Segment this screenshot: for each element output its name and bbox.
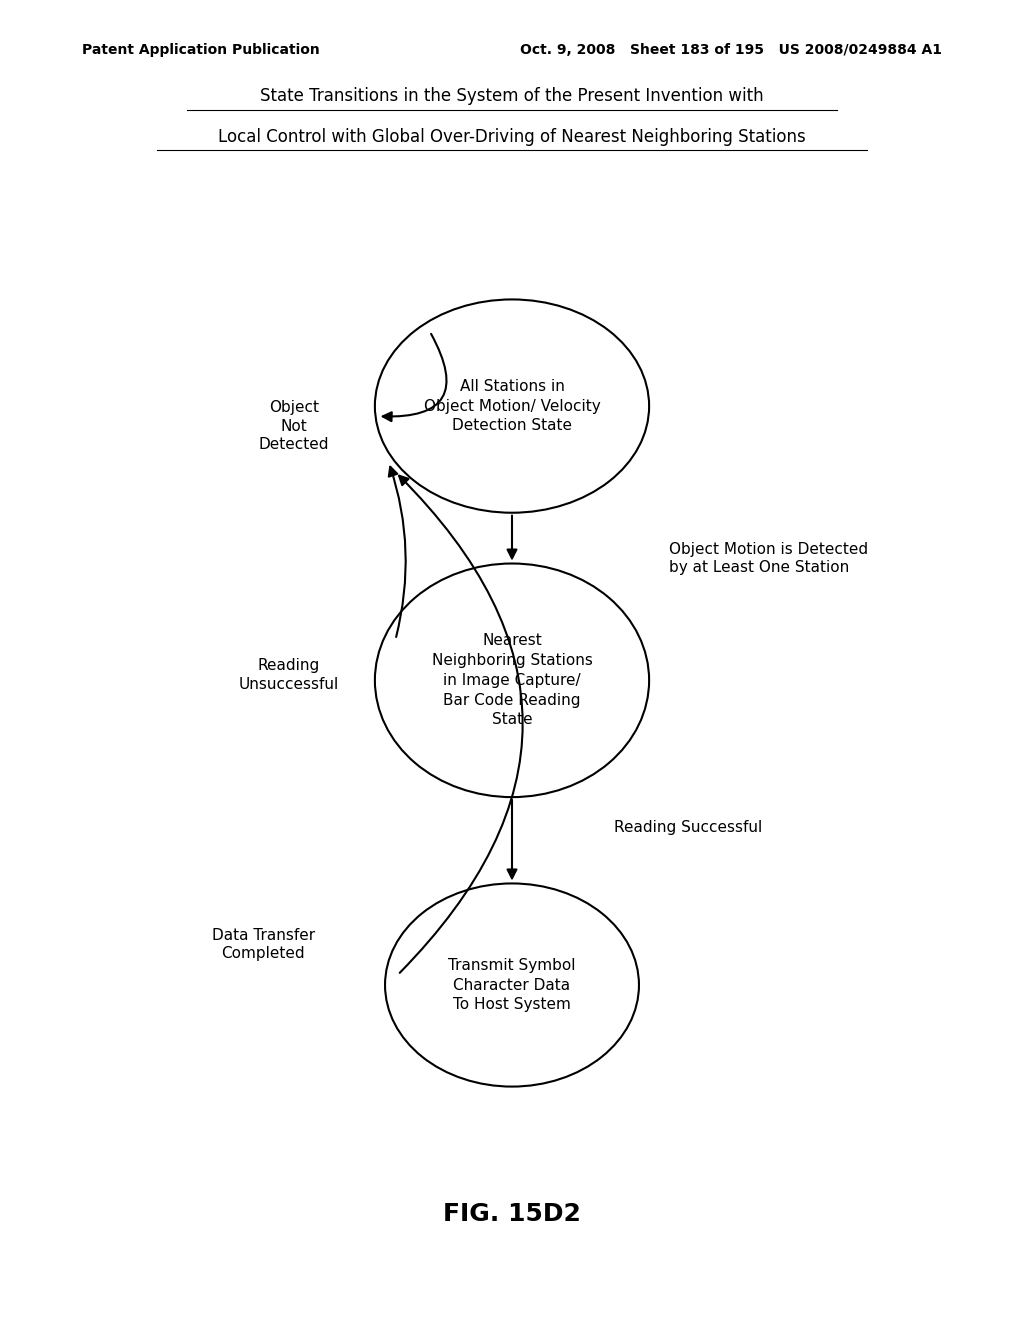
Text: Oct. 9, 2008   Sheet 183 of 195   US 2008/0249884 A1: Oct. 9, 2008 Sheet 183 of 195 US 2008/02… — [520, 44, 942, 57]
Ellipse shape — [385, 883, 639, 1086]
Text: Nearest
Neighboring Stations
in Image Capture/
Bar Code Reading
State: Nearest Neighboring Stations in Image Ca… — [431, 634, 593, 727]
Text: Local Control with Global Over-Driving of Nearest Neighboring Stations: Local Control with Global Over-Driving o… — [218, 128, 806, 147]
Text: FIG. 15D2: FIG. 15D2 — [443, 1201, 581, 1225]
Text: Reading Successful: Reading Successful — [613, 820, 762, 836]
Ellipse shape — [375, 564, 649, 797]
Ellipse shape — [375, 300, 649, 512]
Text: Patent Application Publication: Patent Application Publication — [82, 44, 319, 57]
Text: Transmit Symbol
Character Data
To Host System: Transmit Symbol Character Data To Host S… — [449, 958, 575, 1012]
Text: Object
Not
Detected: Object Not Detected — [258, 400, 329, 453]
Text: Data Transfer
Completed: Data Transfer Completed — [212, 928, 314, 961]
Text: State Transitions in the System of the Present Invention with: State Transitions in the System of the P… — [260, 87, 764, 106]
Text: Object Motion is Detected
by at Least One Station: Object Motion is Detected by at Least On… — [670, 541, 868, 576]
Text: Reading
Unsuccessful: Reading Unsuccessful — [239, 659, 339, 692]
Text: All Stations in
Object Motion/ Velocity
Detection State: All Stations in Object Motion/ Velocity … — [424, 379, 600, 433]
